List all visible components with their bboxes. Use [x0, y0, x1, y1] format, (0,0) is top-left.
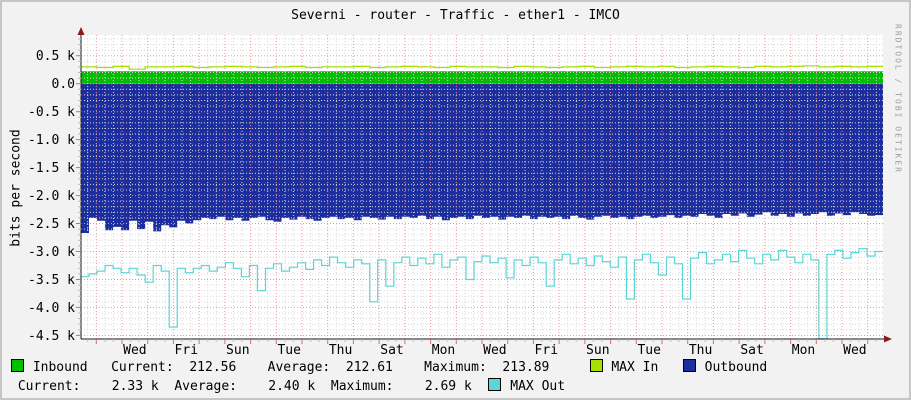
y-tick-label: -2.0 k: [28, 189, 75, 204]
x-tick-label: Fri: [535, 343, 558, 358]
axis-ticks: [76, 38, 877, 344]
max-out-line: [81, 248, 883, 340]
x-axis-arrow: [884, 335, 892, 343]
x-tick-label: Mon: [792, 343, 815, 358]
y-tick-label: -4.0 k: [28, 301, 75, 316]
y-tick-label: -2.5 k: [28, 217, 75, 232]
max-in-line: [81, 65, 883, 70]
x-tick-label: Wed: [483, 343, 506, 358]
y-tick-label: -1.5 k: [28, 161, 75, 176]
y-tick-label: 0.5 k: [36, 49, 75, 64]
x-tick-label: Wed: [843, 343, 866, 358]
x-tick-label: Mon: [432, 343, 455, 358]
legend-text: Inbound Current: 212.56 Average: 212.61 …: [25, 360, 589, 375]
y-tick-labels: 0.5 k 0.0 -0.5 k -1.0 k -1.5 k -2.0 k -2.5 k -3…: [28, 49, 75, 344]
x-tick-labels: Wed Fri Sun Tue Thu Sat Mon Wed Fri Sun Tue Thu Sat M…: [123, 343, 866, 358]
x-tick-label: Fri: [175, 343, 198, 358]
legend-swatch-outbound: [682, 359, 696, 372]
x-tick-label: Thu: [689, 343, 712, 358]
y-tick-label: -3.5 k: [28, 273, 75, 288]
y-tick-label: 0.0: [52, 77, 75, 92]
y-tick-label: -3.0 k: [28, 245, 75, 260]
x-tick-label: Tue: [277, 343, 301, 358]
legend-text: Outbound: [696, 360, 768, 375]
y-tick-label: -0.5 k: [28, 105, 75, 120]
y-tick-label: -4.5 k: [28, 329, 75, 344]
legend-text: MAX In: [603, 360, 682, 375]
legend: Inbound Current: 212.56 Average: 212.61 …: [10, 358, 905, 396]
legend-swatch-max_in: [589, 359, 603, 372]
legend-swatch-max_out: [488, 378, 502, 391]
legend-row: Inbound Current: 212.56 Average: 212.61 …: [10, 358, 905, 377]
graph-title: Severni - router - Traffic - ether1 - IM…: [291, 8, 620, 23]
x-tick-label: Wed: [123, 343, 146, 358]
x-tick-label: Sat: [740, 343, 763, 358]
axes: [77, 27, 892, 343]
y-axis-arrow: [77, 27, 85, 35]
x-tick-label: Tue: [637, 343, 661, 358]
legend-row: Current: 2.33 k Average: 2.40 k Maximum:…: [10, 377, 905, 396]
legend-swatch-inbound: [11, 359, 24, 372]
legend-text: Current: 2.33 k Average: 2.40 k Maximum:…: [10, 379, 488, 394]
x-tick-label: Sat: [380, 343, 403, 358]
x-tick-label: Thu: [329, 343, 352, 358]
x-tick-label: Sun: [226, 343, 249, 358]
x-tick-label: Sun: [586, 343, 609, 358]
y-tick-label: -1.0 k: [28, 133, 75, 148]
legend-text: MAX Out: [502, 379, 566, 394]
